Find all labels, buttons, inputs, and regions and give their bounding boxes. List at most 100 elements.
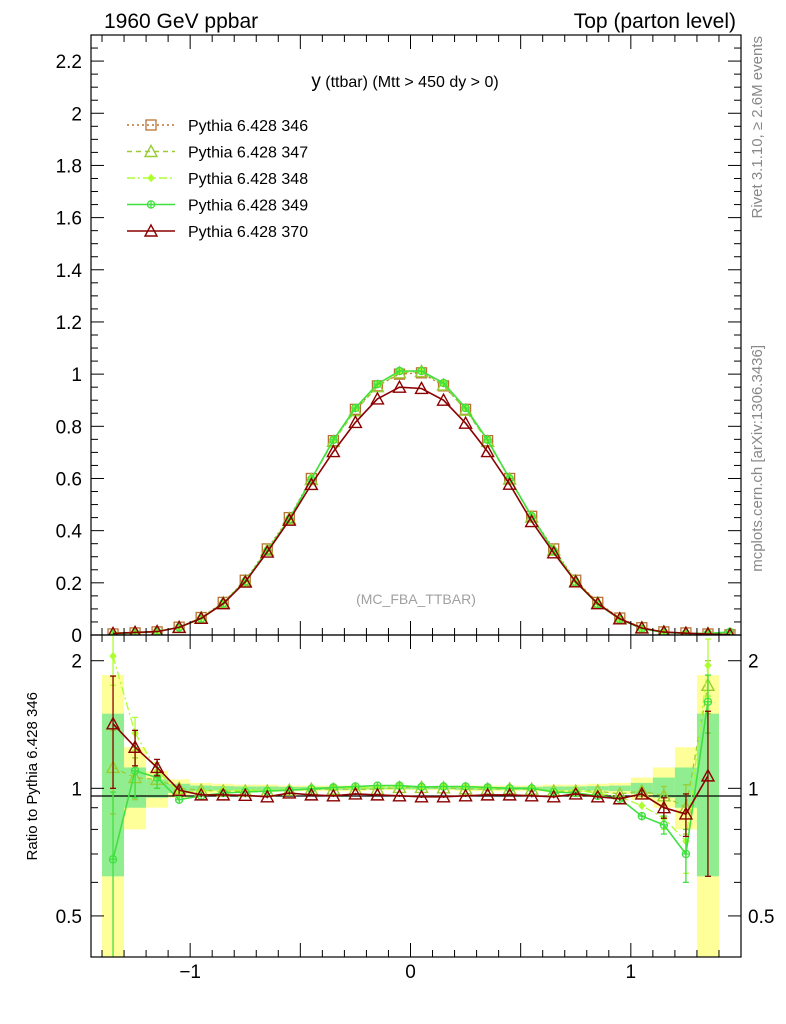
- ratio-frame: [90, 634, 742, 958]
- main-point-p370-12: [370, 391, 385, 405]
- main-point-p349-14: [417, 366, 426, 376]
- ratio-y-axis-label: Ratio to Pythia 6.428 346: [24, 692, 41, 860]
- main-point-p370-21: [568, 574, 583, 588]
- ratio-ytick-label-left-2: 2: [71, 652, 82, 673]
- ratio-point-p349-27: [703, 697, 713, 707]
- ratio-point-p370-13: [392, 788, 407, 802]
- main-point-p370-4: [193, 610, 209, 625]
- ratio-point-p370-10: [326, 788, 341, 802]
- main-point-p370-25: [658, 624, 670, 635]
- main-point-p349-10: [329, 435, 338, 445]
- main-data-layer: [107, 364, 736, 635]
- rivet-version-label: Rivet 3.1.10, ≥ 2.6M events: [749, 36, 766, 219]
- ratio-point-p370-27: [700, 768, 716, 782]
- ratio-point-p370-14: [414, 789, 429, 803]
- ratio-xtick-label-1: 0: [405, 962, 416, 983]
- main-point-p370-27: [703, 626, 713, 635]
- main-axes: 0 0.2 0.4 0.6 0.8 1 1.2 1.4 1.6 1.8 2 2.2: [56, 34, 742, 647]
- ratio-point-p370-6: [238, 787, 253, 801]
- ratio-point-p370-4: [193, 787, 209, 801]
- ratio-ytick-label-left-1: 1: [71, 779, 82, 800]
- main-point-p370-24: [634, 620, 650, 634]
- ratio-point-p370-19: [524, 788, 539, 802]
- ratio-point-p348-0: [109, 651, 117, 661]
- ratio-point-p370-24: [634, 786, 650, 800]
- ratio-point-p370-16: [458, 788, 473, 802]
- ratio-point-p370-25: [656, 800, 672, 814]
- main-point-p370-8: [282, 512, 297, 526]
- header-left: 1960 GeV ppbar: [104, 10, 258, 33]
- main-point-p370-6: [238, 574, 253, 588]
- ratio-point-p370-1: [127, 739, 143, 753]
- ratio-point-p349-14: [417, 782, 426, 792]
- main-ytick-label-7: 1.4: [56, 261, 83, 282]
- legend-label-p349: Pythia 6.428 349: [188, 198, 308, 215]
- ratio-point-p370-9: [304, 787, 319, 801]
- ratio-point-p349-15: [439, 782, 448, 791]
- plot-title-variable: y: [311, 71, 321, 92]
- ratio-line-p348: [112, 656, 709, 843]
- ratio-point-p370-11: [348, 786, 363, 800]
- main-point-p349-16: [461, 403, 470, 413]
- main-point-p370-3: [171, 619, 187, 634]
- main-ytick-label-5: 1: [71, 365, 82, 386]
- main-ytick-label-4: 0.8: [56, 417, 82, 438]
- ratio-point-p370-8: [282, 785, 297, 799]
- main-point-p370-5: [216, 596, 231, 610]
- ratio-point-p370-2: [149, 760, 165, 774]
- ratio-ytick-label-right-0: 0.5: [748, 907, 774, 928]
- ratio-point-p348-24: [638, 801, 646, 810]
- main-ytick-label-6: 1.2: [56, 313, 82, 334]
- legend-marker-p349: [146, 200, 156, 209]
- main-point-p370-26: [680, 625, 691, 635]
- ratio-point-p370-3: [171, 782, 187, 796]
- ratio-data-layer: [105, 635, 716, 957]
- main-ytick-label-3: 0.6: [56, 469, 82, 490]
- ratio-xtick-label-0: −1: [179, 962, 201, 983]
- main-ytick-label-8: 1.6: [56, 209, 82, 230]
- legend-marker-p370: [143, 223, 159, 237]
- main-point-p349-15: [439, 378, 448, 388]
- ratio-plot-panel: 0.5 0.5 1 1 2 2 −1 0 1 Ratio to Pythia 6.428 346: [24, 634, 774, 983]
- main-ytick-label-9: 1.8: [56, 156, 82, 177]
- ratio-point-p348-27: [704, 661, 712, 670]
- main-point-p370-9: [304, 477, 319, 491]
- ratio-line-p349: [112, 701, 709, 860]
- ratio-point-p349-1: [130, 766, 140, 776]
- ratio-point-p349-0: [108, 855, 118, 864]
- ratio-point-p370-18: [502, 787, 517, 801]
- main-point-p370-18: [502, 476, 517, 490]
- ratio-xtick-label-2: 1: [626, 962, 637, 983]
- ratio-point-p370-17: [480, 787, 495, 801]
- ratio-ytick-label-right-2: 2: [748, 652, 759, 673]
- main-point-p370-23: [612, 611, 627, 625]
- main-point-p349-12: [373, 379, 382, 389]
- ratio-ytick-label-right-1: 1: [748, 779, 759, 800]
- main-point-p370-20: [546, 545, 561, 559]
- main-point-p349-11: [351, 403, 360, 413]
- main-point-p349-13: [395, 366, 404, 376]
- main-point-p370-7: [260, 544, 275, 558]
- main-point-p349-17: [483, 435, 492, 445]
- main-ytick-label-2: 0.4: [56, 522, 83, 543]
- analysis-watermark: (MC_FBA_TTBAR): [356, 591, 476, 607]
- main-point-p370-28: [725, 627, 735, 635]
- plot-title: y (ttbar) (Mtt > 450 dy > 0): [311, 71, 498, 92]
- main-ytick-label-1: 0.2: [56, 574, 82, 595]
- ratio-point-p349-3: [174, 795, 184, 804]
- ratio-point-p349-13: [395, 781, 404, 790]
- legend: Pythia 6.428 346 Pythia 6.428 347 Pythia 6…: [127, 118, 308, 241]
- main-point-p370-14: [414, 381, 429, 395]
- main-ytick-label-11: 2.2: [56, 52, 82, 73]
- header-right: Top (parton level): [574, 10, 736, 33]
- main-point-p370-11: [348, 414, 363, 429]
- ratio-uncertainty-bands: [102, 675, 719, 957]
- main-point-p370-10: [326, 444, 341, 458]
- ratio-point-p370-5: [216, 787, 231, 801]
- legend-marker-p348: [147, 173, 155, 183]
- ratio-point-p349-25: [659, 820, 669, 830]
- ratio-line-p370: [112, 723, 709, 815]
- ratio-ytick-label-left-0: 0.5: [56, 907, 82, 928]
- main-point-p370-13: [392, 379, 407, 393]
